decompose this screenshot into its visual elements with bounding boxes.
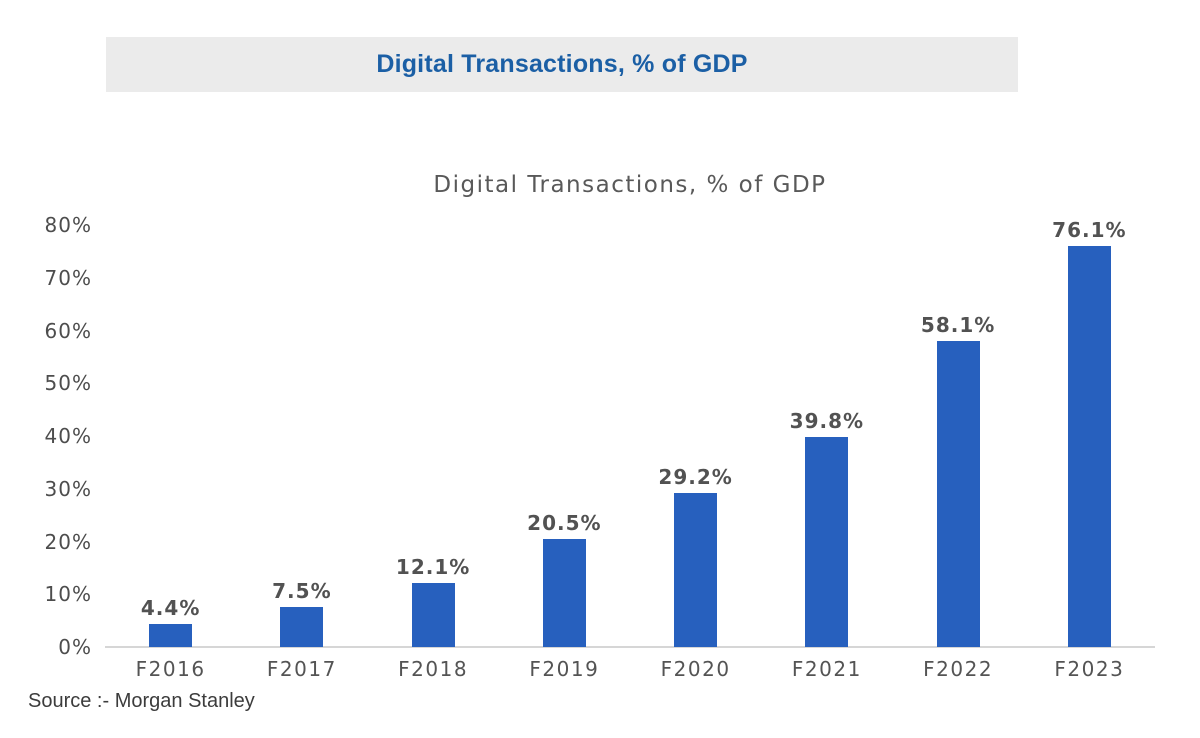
x-axis-tick-label: F2017 <box>266 657 337 681</box>
bar-F2019 <box>542 538 586 647</box>
bar-value-label: 7.5% <box>272 579 332 604</box>
bar-value-label: 12.1% <box>395 555 471 580</box>
bar-value-label: 76.1% <box>1052 217 1127 242</box>
header-banner: Digital Transactions, % of GDP <box>106 37 1018 92</box>
chart-title: Digital Transactions, % of GDP <box>433 172 827 198</box>
x-axis-tick-label: F2023 <box>1054 657 1125 681</box>
bar-F2018 <box>411 583 455 647</box>
bar-value-label: 58.1% <box>920 312 996 337</box>
y-axis-tick-label: 60% <box>44 318 92 343</box>
bar-F2023 <box>1067 245 1111 647</box>
bar-value-label: 20.5% <box>527 510 602 535</box>
x-axis-tick-label: F2019 <box>529 657 600 681</box>
bar-F2021 <box>805 437 849 647</box>
bar-value-label: 29.2% <box>658 464 733 489</box>
bar-F2017 <box>280 607 324 647</box>
y-axis-tick-label: 10% <box>44 582 92 607</box>
x-axis-tick-label: F2021 <box>791 657 862 681</box>
source-note: Source :- Morgan Stanley <box>28 690 255 712</box>
y-axis-tick-label: 40% <box>44 424 92 448</box>
bar-F2022 <box>936 340 980 647</box>
x-axis-tick-label: F2020 <box>660 657 731 681</box>
y-axis-tick-label: 30% <box>44 476 92 501</box>
y-axis-tick-label: 20% <box>44 529 92 554</box>
y-axis-tick-label: 50% <box>44 371 92 396</box>
y-axis-tick-label: 80% <box>44 213 92 237</box>
bar-value-label: 4.4% <box>140 595 201 620</box>
y-axis-tick-label: 70% <box>44 265 92 290</box>
bar-F2016 <box>149 623 193 647</box>
x-axis-tick-label: F2016 <box>135 657 206 681</box>
x-axis-tick-label: F2018 <box>398 657 469 681</box>
x-axis-line <box>105 646 1155 648</box>
plot-area: 0% 10% 20% 30% 40% 50% 60% 70% 80% 4.4% F2016 7.5% F… <box>45 213 1155 681</box>
bar-F2020 <box>674 492 718 647</box>
header-title: Digital Transactions, % of GDP <box>376 50 748 78</box>
x-axis-tick-label: F2022 <box>923 657 994 681</box>
y-axis-tick-label: 0% <box>58 635 92 659</box>
bar-value-label: 39.8% <box>789 409 865 434</box>
